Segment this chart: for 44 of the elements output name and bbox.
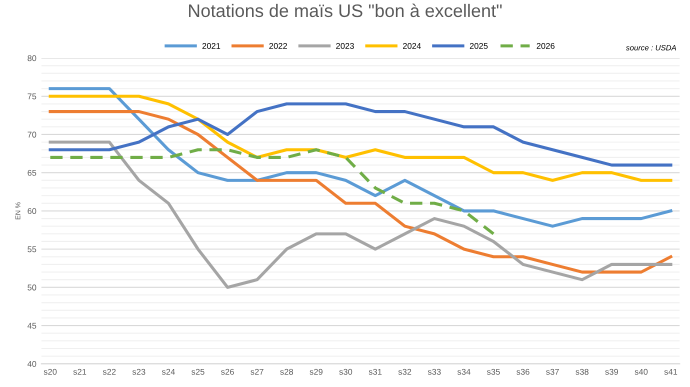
line-series xyxy=(48,87,672,228)
line-series xyxy=(48,148,496,236)
x-tick-label: s30 xyxy=(339,368,352,375)
x-tick-label: s24 xyxy=(162,368,175,375)
y-tick-label: 45 xyxy=(27,322,36,329)
x-tick-label: s33 xyxy=(428,368,441,375)
y-tick-label: 60 xyxy=(28,208,36,214)
y-tick-label: 40 xyxy=(27,360,36,367)
x-tick-label: s26 xyxy=(221,368,234,375)
x-tick-label: s32 xyxy=(398,368,412,375)
chart-title: Notations de maïs US "bon à excellent" xyxy=(189,4,502,18)
legend-label: 2025 xyxy=(470,43,488,49)
legend-label: 2026 xyxy=(536,43,555,49)
legend-label: 2024 xyxy=(403,43,421,49)
legend-label: 2022 xyxy=(269,43,287,49)
x-tick-label: s36 xyxy=(516,368,530,375)
line-series xyxy=(48,94,672,182)
legend-label: 2021 xyxy=(202,43,220,49)
x-tick-label: s31 xyxy=(368,368,382,375)
x-tick-label: s37 xyxy=(546,368,559,375)
y-tick-label: 70 xyxy=(28,132,36,138)
y-tick-label: 65 xyxy=(28,170,36,176)
x-tick-label: s27 xyxy=(250,368,264,375)
x-tick-label: s22 xyxy=(102,368,116,375)
y-tick-label: 55 xyxy=(28,246,36,252)
x-tick-label: s38 xyxy=(576,368,588,375)
x-tick-label: s21 xyxy=(73,368,86,375)
y-tick-label: 50 xyxy=(28,284,36,290)
x-tick-label: s34 xyxy=(457,368,470,375)
line-series xyxy=(48,110,672,274)
line-series xyxy=(48,140,672,289)
x-tick-label: s40 xyxy=(634,368,648,375)
x-tick-label: s28 xyxy=(280,368,294,375)
x-tick-label: s41 xyxy=(664,368,678,375)
x-tick-label: s29 xyxy=(310,368,323,375)
y-tick-label: 80 xyxy=(28,55,36,62)
x-tick-label: s23 xyxy=(132,368,146,375)
legend-label: 2023 xyxy=(336,43,354,49)
x-tick-label: s39 xyxy=(605,368,618,375)
x-tick-label: s25 xyxy=(192,368,204,375)
line-series xyxy=(48,102,672,167)
y-tick-label: 75 xyxy=(28,94,36,100)
x-tick-label: s20 xyxy=(44,368,57,375)
x-tick-label: s35 xyxy=(487,368,500,375)
